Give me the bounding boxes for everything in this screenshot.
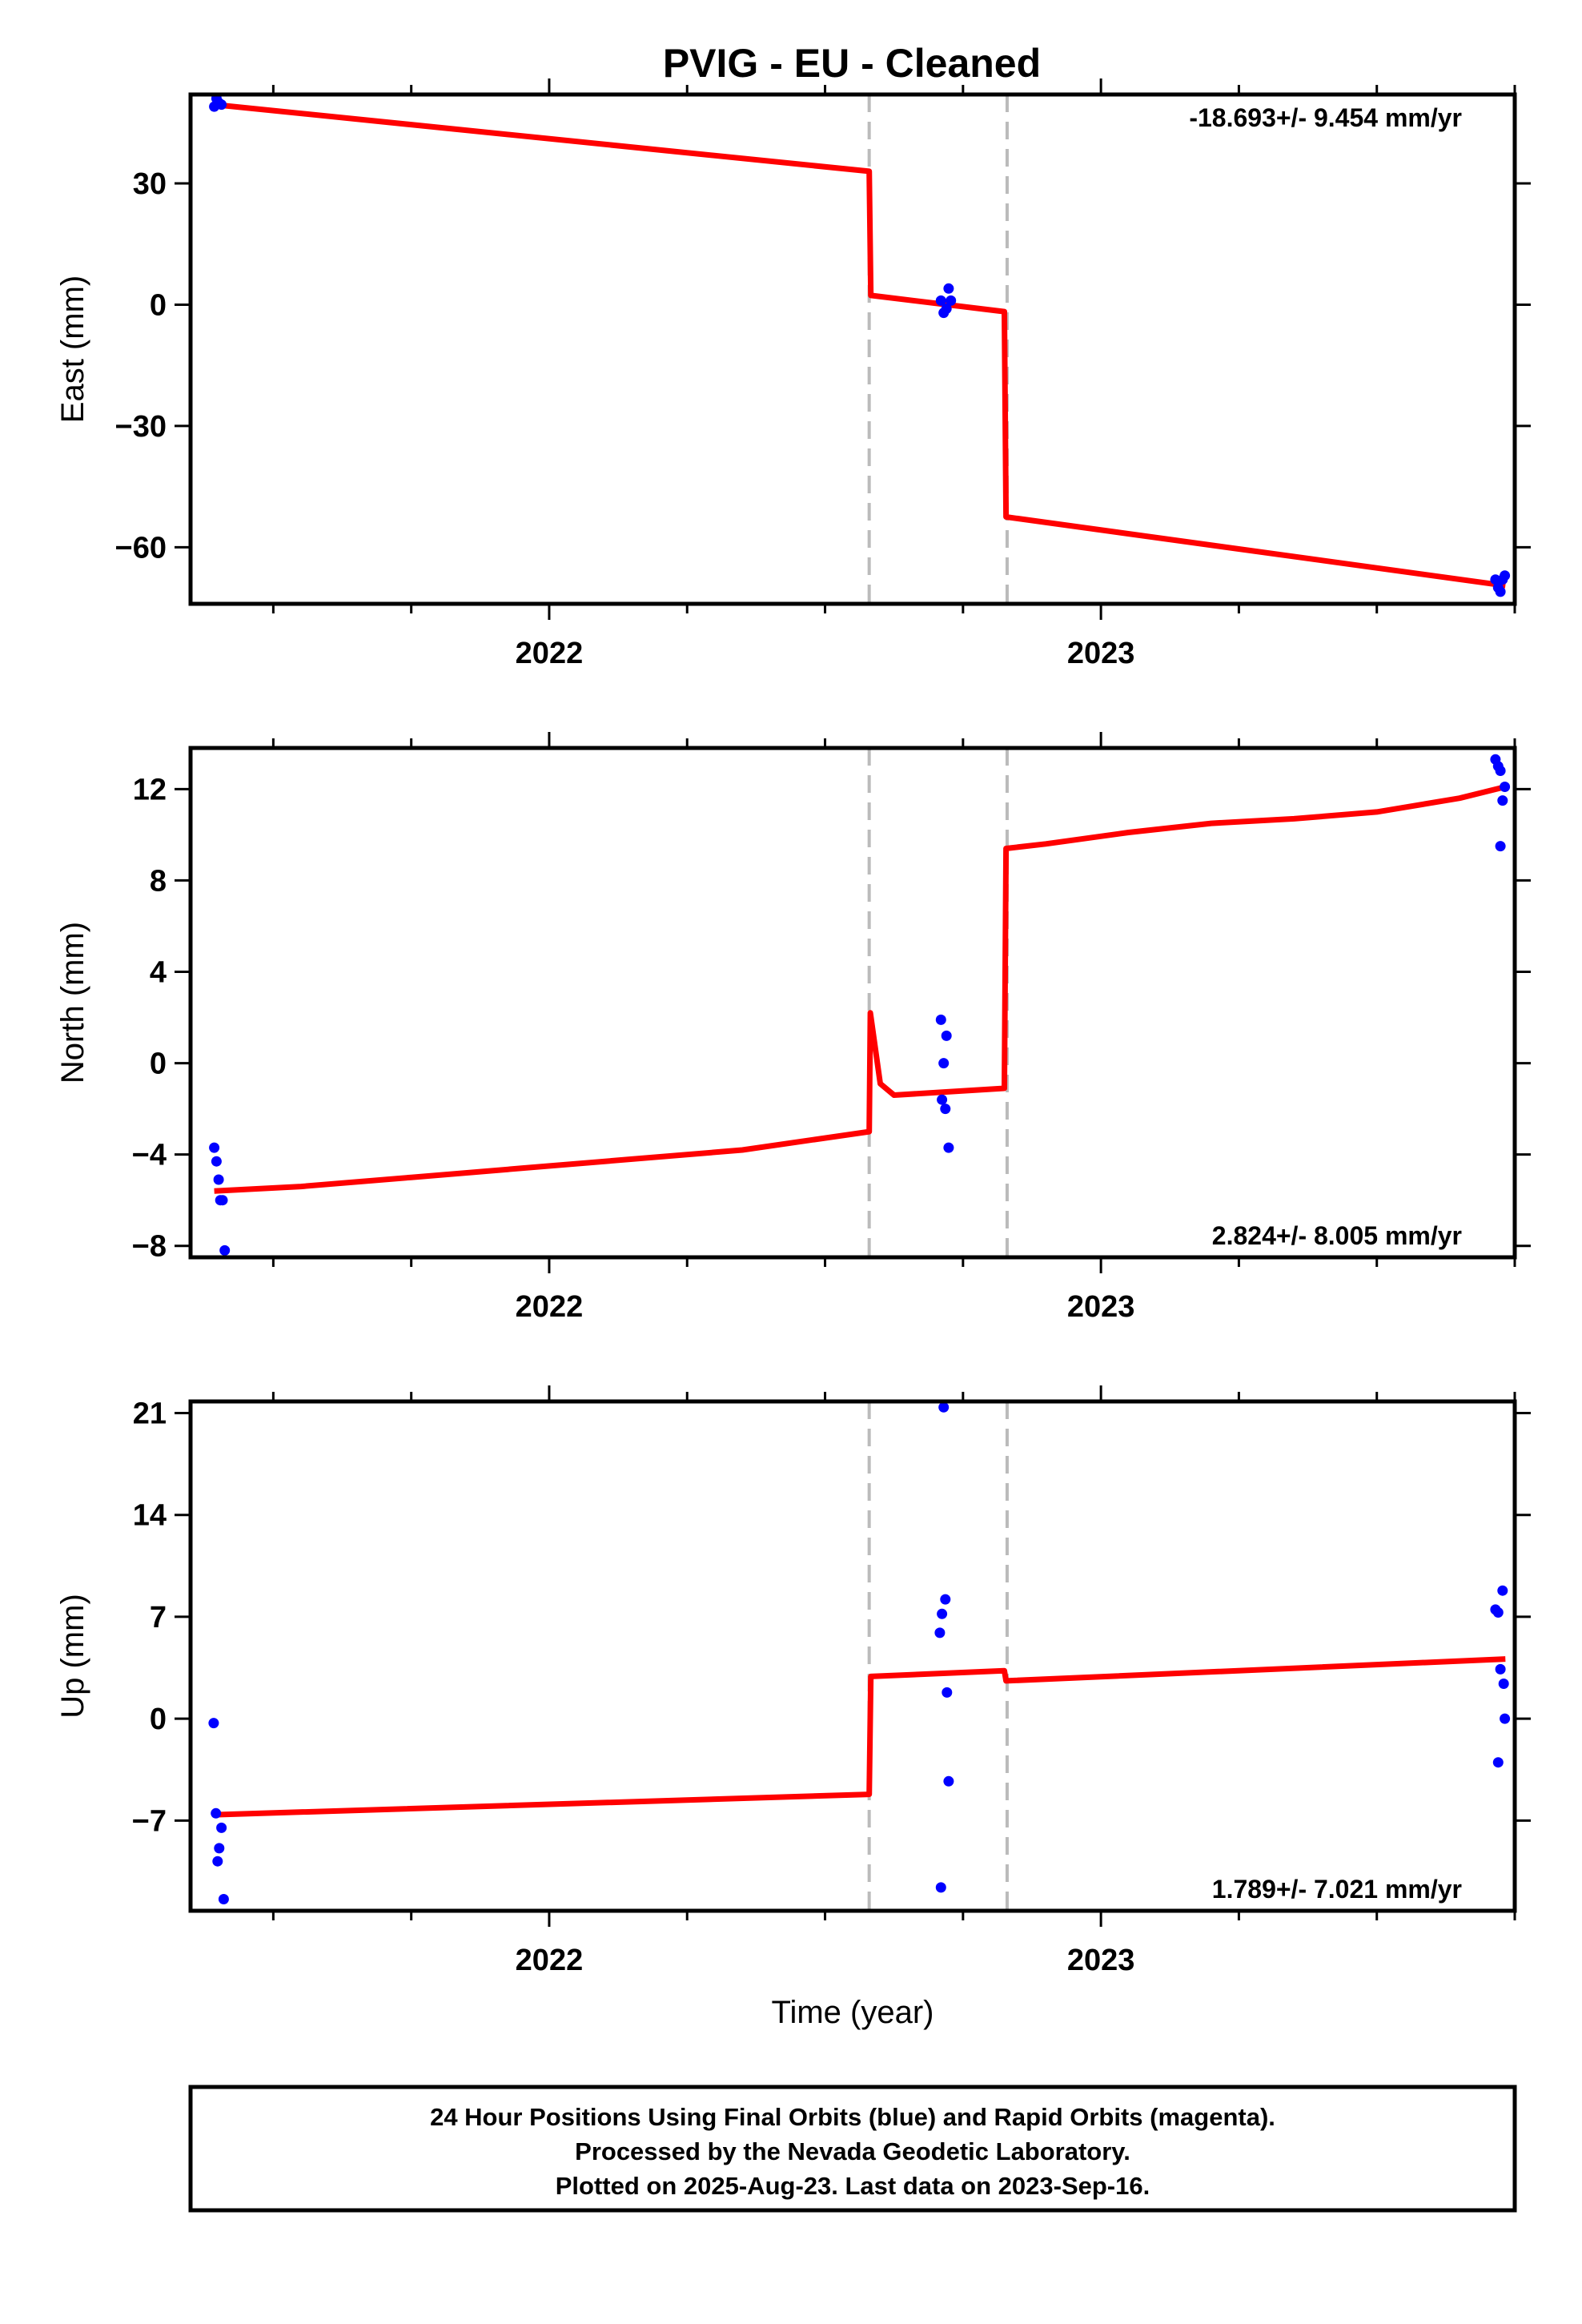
data-point	[1500, 1713, 1511, 1724]
data-point	[943, 1142, 954, 1153]
data-point	[212, 1856, 223, 1867]
data-point	[941, 304, 952, 314]
figure-title: PVIG - EU - Cleaned	[663, 41, 1041, 86]
plot-frame	[188, 1399, 1517, 1913]
data-point	[208, 1718, 219, 1729]
data-point	[1495, 1663, 1506, 1675]
x-tick-label: 2022	[516, 1290, 584, 1324]
data-point	[940, 1594, 951, 1605]
data-point	[216, 1822, 227, 1833]
fit-line	[214, 102, 1506, 589]
data-point	[217, 1195, 228, 1206]
data-point	[1492, 1607, 1504, 1618]
y-tick-label: 0	[150, 1703, 167, 1736]
data-point	[219, 1244, 231, 1256]
east-panel: 2022 2023 30 0 −30 −60 East (mm) -18.693+/- 9.4…	[55, 78, 1531, 670]
footer-box: 24 Hour Positions Using Final Orbits (bl…	[188, 2085, 1517, 2213]
y-tick-label: −4	[132, 1139, 167, 1172]
data-point	[935, 1014, 946, 1025]
x-tick-label: 2022	[516, 637, 584, 670]
x-tick-label: 2023	[1067, 1290, 1135, 1324]
data-point	[943, 1775, 954, 1787]
data-point	[1500, 570, 1511, 581]
data-point	[938, 1058, 950, 1069]
y-tick-label: 14	[133, 1499, 167, 1533]
plot-frame	[188, 92, 1517, 606]
data-point	[1498, 1679, 1509, 1689]
data-point	[1492, 1757, 1504, 1768]
fit-line	[214, 1656, 1506, 1818]
north-panel: 2022 2023 12 8 4 0 −4 −8 North (mm) 2.824+/- 8.00…	[55, 732, 1531, 1324]
up-panel: 2022 2023 21 14 7 0 −7 Up (mm) Time (year) 1.789+…	[55, 1385, 1531, 2030]
footer-frame	[188, 2085, 1517, 2213]
y-axis-label: Up (mm)	[55, 1594, 90, 1719]
data-point	[211, 1807, 222, 1819]
data-point	[934, 1627, 946, 1638]
data-point	[943, 283, 954, 294]
footer-line-2: Processed by the Nevada Geodetic Laborat…	[575, 2137, 1130, 2165]
velocity-rate-label: 1.789+/- 7.021 mm/yr	[1212, 1875, 1462, 1904]
data-point	[1497, 795, 1508, 806]
y-axis-label: North (mm)	[55, 922, 90, 1084]
velocity-rate-label: -18.693+/- 9.454 mm/yr	[1189, 103, 1462, 132]
y-tick-label: −30	[115, 410, 167, 444]
data-point	[216, 99, 227, 111]
data-point	[946, 295, 957, 306]
data-point	[941, 1030, 952, 1041]
data-point	[935, 295, 946, 306]
data-point	[1497, 1585, 1508, 1596]
y-tick-label: −60	[115, 531, 167, 565]
data-point	[1500, 782, 1511, 792]
data-point	[942, 1687, 953, 1698]
data-point	[218, 1894, 229, 1904]
data-point	[209, 1142, 220, 1153]
data-point	[1490, 574, 1501, 585]
data-point	[940, 1104, 951, 1115]
x-axis-label: Time (year)	[772, 1995, 934, 2030]
y-tick-label: 8	[150, 864, 167, 898]
y-tick-label: 21	[133, 1397, 167, 1431]
data-point	[937, 1094, 948, 1105]
data-point	[1495, 586, 1506, 597]
data-point	[1495, 841, 1506, 852]
footer-line-3: Plotted on 2025-Aug-23. Last data on 202…	[556, 2172, 1150, 2200]
y-tick-label: 4	[150, 955, 167, 989]
plot-frame	[188, 746, 1517, 1260]
y-tick-label: 0	[150, 1047, 167, 1081]
x-tick-label: 2023	[1067, 1944, 1135, 1977]
data-point	[935, 1882, 946, 1893]
data-point	[213, 1174, 224, 1185]
data-point	[214, 1843, 225, 1854]
footer-line-1: 24 Hour Positions Using Final Orbits (bl…	[430, 2103, 1275, 2131]
data-point	[938, 1401, 950, 1413]
x-tick-label: 2022	[516, 1944, 584, 1977]
data-point	[937, 1608, 948, 1619]
y-tick-label: 12	[133, 773, 167, 806]
y-tick-label: 30	[133, 167, 167, 201]
y-tick-label: 0	[150, 288, 167, 322]
velocity-rate-label: 2.824+/- 8.005 mm/yr	[1212, 1221, 1462, 1250]
data-point	[1495, 766, 1506, 776]
fit-line	[214, 784, 1507, 1194]
x-tick-label: 2023	[1067, 637, 1135, 670]
y-tick-label: −7	[132, 1804, 167, 1838]
data-point	[211, 1156, 222, 1167]
y-axis-label: East (mm)	[55, 275, 90, 423]
y-tick-label: −8	[132, 1230, 167, 1264]
y-tick-label: 7	[150, 1601, 167, 1634]
